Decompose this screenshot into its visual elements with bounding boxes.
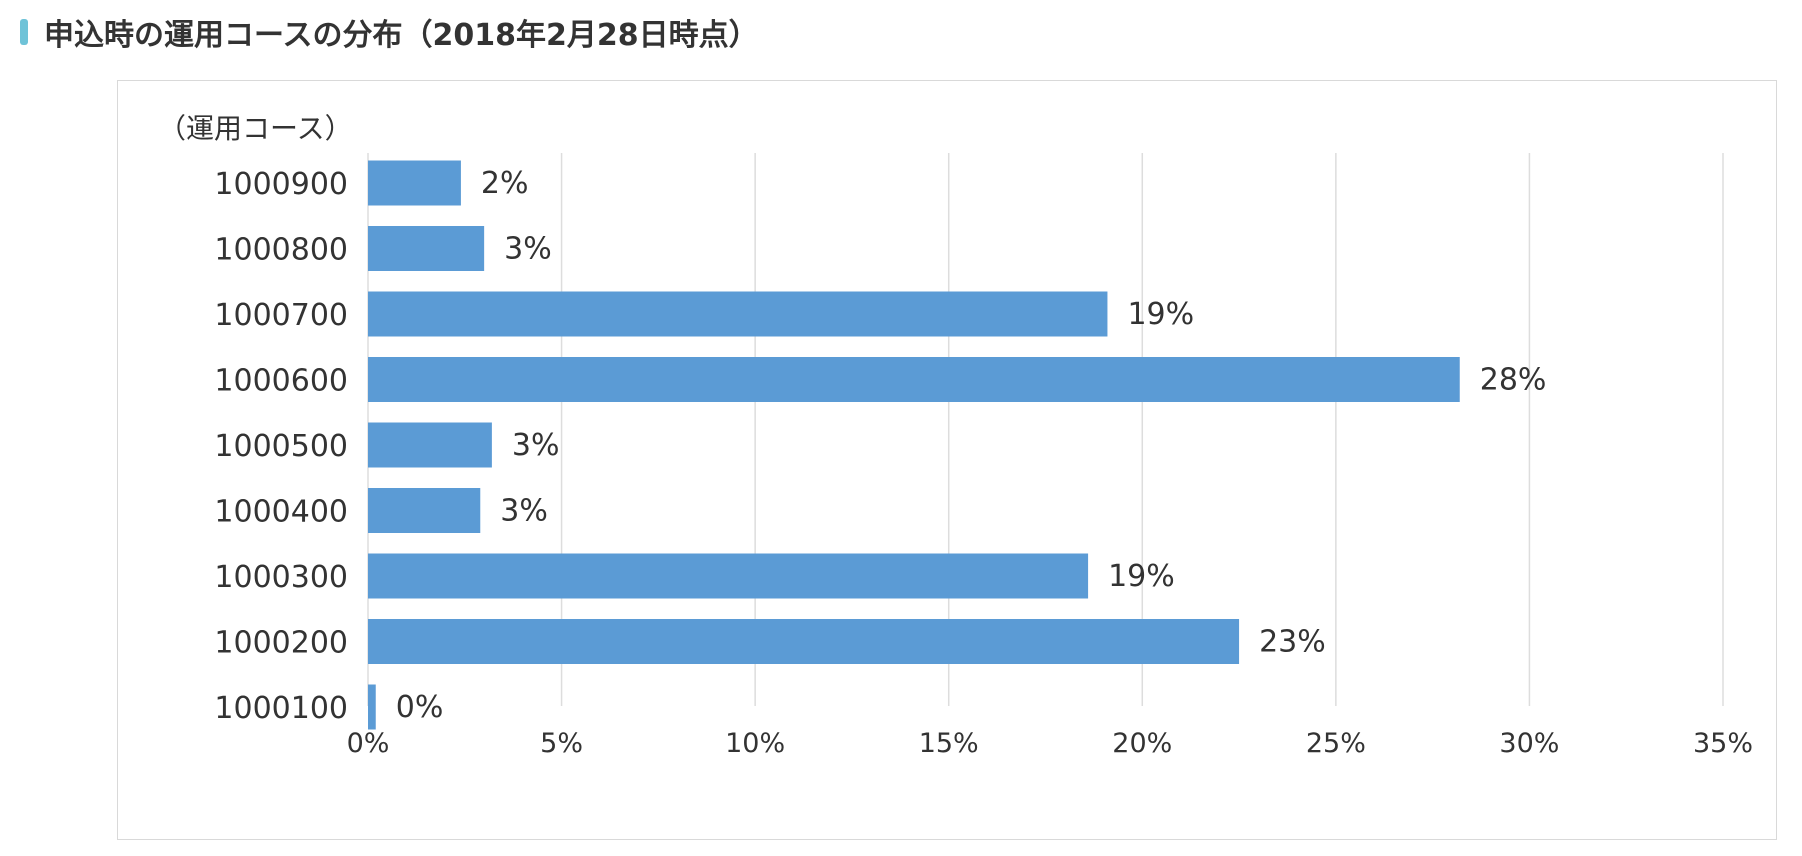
x-tick-label: 20%: [1112, 728, 1172, 759]
category-label: 1000900: [214, 167, 348, 202]
bar-1000200: [368, 619, 1240, 664]
bar-1000700: [368, 291, 1108, 337]
category-label: 1000500: [214, 429, 348, 464]
category-label: 1000300: [214, 560, 348, 595]
x-tick-labels: 0% 5% 10% 15% 20% 25% 30% 35%: [347, 728, 1753, 759]
data-label: 3%: [500, 494, 548, 529]
bar-1000500: [368, 422, 492, 468]
bar-1000400: [368, 488, 481, 533]
bar-1000300: [368, 553, 1089, 599]
category-label: 1000200: [214, 626, 348, 661]
bars: [368, 160, 1460, 730]
y-axis-title: （運用コース）: [158, 112, 353, 145]
bar-1000100: [368, 684, 376, 730]
bar-chart: 2%3%19%28%3%3%19%23%0% 10009001000800100…: [158, 112, 1753, 759]
category-label: 1000700: [214, 298, 348, 333]
x-tick-label: 25%: [1306, 728, 1366, 759]
heading-accent-bar: [20, 19, 28, 45]
x-tick-label: 0%: [347, 728, 390, 759]
x-tick-label: 5%: [540, 728, 583, 759]
data-label: 23%: [1259, 625, 1326, 660]
data-label: 19%: [1127, 297, 1194, 332]
gridlines: [367, 153, 1724, 706]
data-label: 2%: [481, 166, 529, 201]
category-label: 1000400: [214, 495, 348, 530]
x-tick-label: 30%: [1499, 728, 1559, 759]
data-label: 19%: [1108, 559, 1175, 594]
data-label: 28%: [1480, 363, 1547, 398]
data-label: 0%: [396, 690, 444, 725]
x-tick-label: 35%: [1693, 728, 1753, 759]
data-label: 3%: [512, 428, 560, 463]
bar-1000600: [368, 357, 1460, 402]
category-labels: 1000900 1000800 1000700 1000600 1000500 10004…: [214, 167, 348, 726]
x-tick-label: 15%: [919, 728, 979, 759]
data-label: 3%: [504, 232, 552, 267]
bar-1000900: [368, 160, 461, 206]
category-label: 1000100: [214, 691, 348, 726]
bar-1000800: [368, 226, 485, 271]
data-labels: 2% 3% 19% 28% 3% 3% 19% 23% 0%: [396, 166, 1547, 725]
chart-frame: 2% 3% 19% 28% 3% 3% 19% 23% 0% 1000900 1000800 100…: [117, 80, 1777, 840]
page-title: 申込時の運用コースの分布（2018年2月28日時点）: [44, 18, 759, 53]
x-tick-label: 10%: [725, 728, 785, 759]
section-heading: 申込時の運用コースの分布（2018年2月28日時点）: [20, 10, 759, 54]
category-label: 1000600: [214, 364, 348, 399]
category-label: 1000800: [214, 233, 348, 268]
